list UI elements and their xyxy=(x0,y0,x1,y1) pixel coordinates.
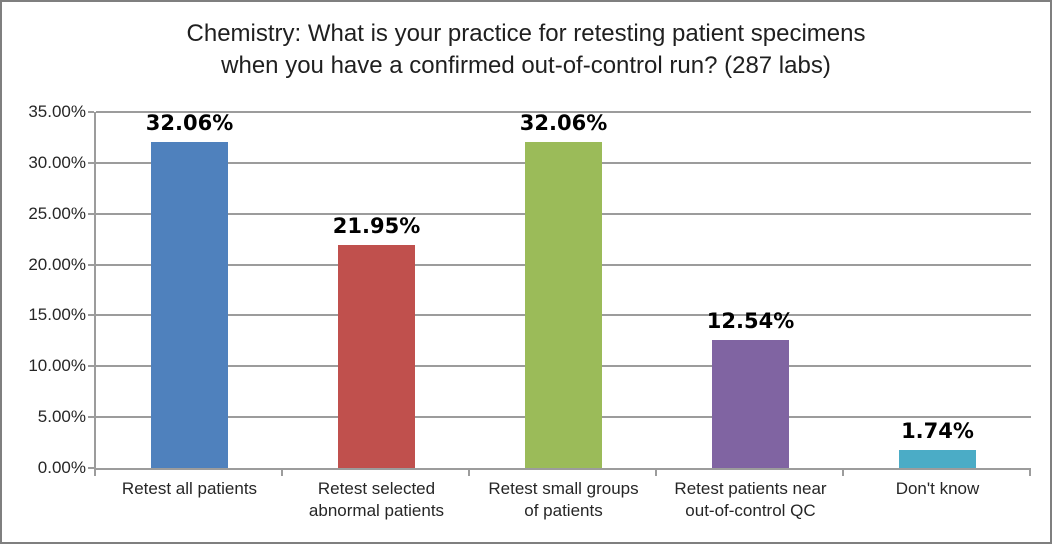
y-axis-tick xyxy=(88,212,94,215)
y-axis-tick xyxy=(88,314,94,317)
y-axis-tick-label: 15.00% xyxy=(28,305,86,325)
y-axis-tick xyxy=(88,161,94,164)
bar-value-label: 32.06% xyxy=(519,110,608,135)
bar-value-label: 21.95% xyxy=(332,213,421,238)
y-axis-tick-label: 0.00% xyxy=(37,458,86,477)
x-axis-tick xyxy=(842,470,844,476)
x-axis-tick xyxy=(468,470,470,476)
y-axis-tick-label: 35.00% xyxy=(28,102,86,121)
y-axis-tick xyxy=(88,467,94,469)
y-axis-tick xyxy=(88,416,94,419)
x-axis-tick xyxy=(94,470,96,476)
x-axis-category-label: Retest selected abnormal patients xyxy=(308,479,445,521)
x-axis-tick xyxy=(1029,470,1031,476)
x-axis-line xyxy=(94,468,1031,470)
chart-title: Chemistry: What is your practice for ret… xyxy=(186,20,866,80)
x-axis-tick xyxy=(281,470,283,476)
x-axis-category-label: Retest small groups of patients xyxy=(488,479,639,521)
y-axis-tick-label: 5.00% xyxy=(37,407,86,427)
y-axis-tick xyxy=(88,365,94,368)
x-axis-tick xyxy=(655,470,657,476)
plot-area: 0.00% 5.00% 10.00% 15.00% 20.00% 25.00% 30.00%… xyxy=(28,102,1031,520)
bar xyxy=(338,244,415,468)
y-axis-line xyxy=(94,112,96,468)
y-axis-tick xyxy=(88,111,94,113)
y-axis-tick-label: 10.00% xyxy=(28,356,86,376)
bar xyxy=(151,141,228,468)
gridline xyxy=(96,111,1031,113)
bar-value-label: 1.74% xyxy=(901,419,974,444)
bar xyxy=(712,340,789,468)
y-axis-tick-label: 25.00% xyxy=(28,203,86,223)
bar xyxy=(525,141,602,468)
y-axis-tick-label: 20.00% xyxy=(28,254,86,274)
x-axis-category-label: Don't know xyxy=(895,479,980,498)
bar-value-label: 32.06% xyxy=(145,110,234,135)
bar-value-label: 12.54% xyxy=(706,309,795,334)
y-axis-tick xyxy=(88,263,94,266)
x-axis-category-label: Retest all patients xyxy=(121,479,258,498)
bar xyxy=(899,450,976,468)
y-axis-tick-label: 30.00% xyxy=(28,152,86,172)
x-axis-category-label: Retest patients near out-of-control QC xyxy=(674,479,827,521)
